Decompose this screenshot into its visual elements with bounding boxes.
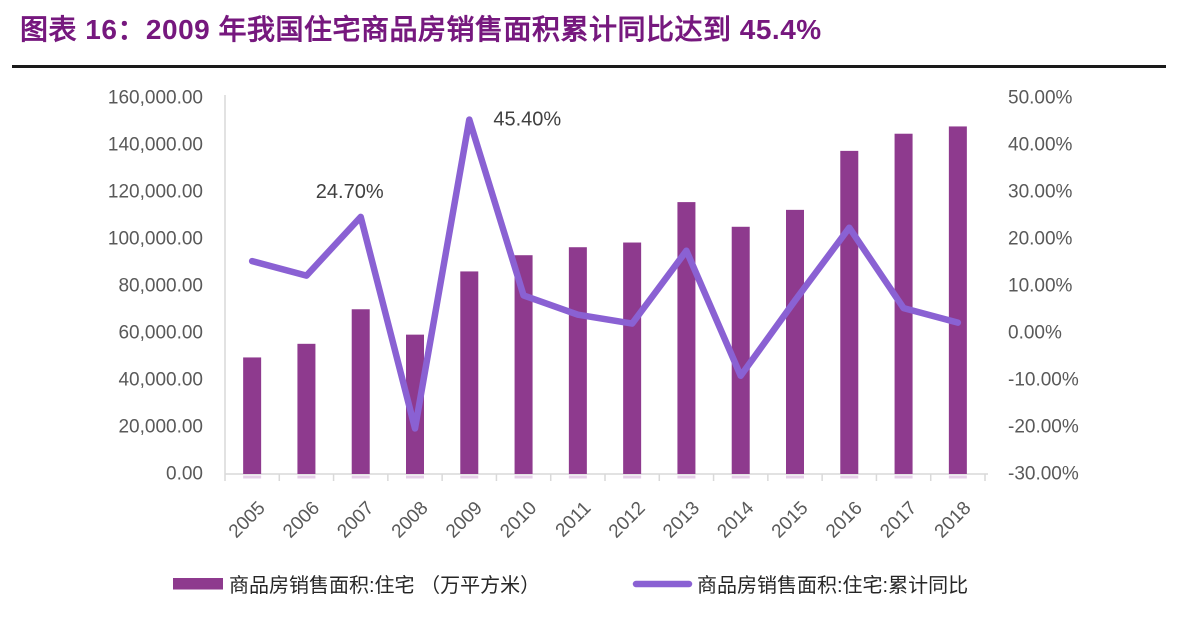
bar-2014 (731, 226, 750, 474)
right-axis-label: 40.00% (1008, 135, 1073, 156)
x-axis-label-2009: 2009 (442, 498, 487, 543)
x-axis-label-2018: 2018 (931, 498, 976, 543)
line-label-2009: 45.40% (493, 109, 561, 131)
x-axis-label-2011: 2011 (552, 498, 596, 542)
bar-base-glow (514, 475, 533, 479)
bar-2007 (351, 309, 370, 474)
bar-base-glow (840, 475, 859, 479)
right-axis-label: -30.00% (1008, 464, 1079, 485)
x-axis-label-2007: 2007 (334, 498, 379, 543)
legend-bar-label: 商品房销售面积:住宅 （万平方米） (229, 574, 540, 597)
x-axis-label-2005: 2005 (225, 498, 270, 543)
title-separator (12, 65, 1166, 68)
bar-2012 (623, 242, 642, 474)
x-axis-label-2014: 2014 (714, 497, 759, 542)
x-axis-label-2006: 2006 (279, 498, 324, 543)
bar-2015 (786, 209, 804, 475)
x-axis-label-2013: 2013 (659, 498, 704, 543)
right-axis-label: 50.00% (1008, 88, 1073, 109)
bar-2016 (840, 150, 859, 474)
bar-base-glow (297, 475, 316, 479)
x-axis-label-2010: 2010 (496, 498, 541, 543)
left-axis-label: 160,000.00 (108, 88, 203, 109)
yoy-line (248, 116, 962, 432)
bar-base-glow (948, 475, 967, 479)
x-axis-label-2015: 2015 (768, 498, 813, 543)
left-axis-label: 80,000.00 (118, 276, 203, 297)
bar-base-glow (406, 475, 424, 479)
bar-2010 (514, 255, 533, 474)
legend-line-label: 商品房销售面积:住宅:累计同比 (697, 574, 968, 597)
left-axis-label: 140,000.00 (108, 135, 203, 156)
line-label-2007: 24.70% (316, 181, 384, 203)
bar-base-glow (786, 475, 804, 479)
bar-base-glow (894, 475, 913, 479)
x-axis-label-2008: 2008 (388, 498, 433, 543)
right-axis-label: 20.00% (1008, 229, 1073, 250)
right-axis-label: 0.00% (1008, 323, 1062, 344)
bar-base-glow (460, 475, 479, 479)
x-axis-label-2017: 2017 (876, 498, 921, 543)
left-axis-label: 120,000.00 (108, 182, 203, 203)
bar-2018 (948, 126, 967, 474)
right-axis-label: 10.00% (1008, 276, 1073, 297)
bar-base-glow (623, 475, 642, 479)
figure-title: 图表 16：2009 年我国住宅商品房销售面积累计同比达到 45.4% (20, 14, 822, 45)
right-axis-label: -10.00% (1008, 370, 1079, 391)
x-axis-label-2012: 2012 (605, 498, 650, 543)
bar-2011 (568, 247, 587, 474)
bar-base-glow (243, 475, 262, 479)
legend-bar-swatch (173, 578, 223, 590)
bar-base-glow (677, 475, 696, 479)
left-axis-label: 60,000.00 (118, 323, 203, 344)
bar-2008 (406, 334, 424, 474)
right-axis-label: 30.00% (1008, 182, 1073, 203)
left-axis-label: 100,000.00 (108, 229, 203, 250)
bar-base-glow (351, 475, 370, 479)
left-axis-label: 20,000.00 (118, 417, 203, 438)
left-axis-label: 40,000.00 (118, 370, 203, 391)
bar-base-glow (731, 475, 750, 479)
bar-base-glow (568, 475, 587, 479)
bar-2009 (460, 271, 479, 474)
right-axis-label: -20.00% (1008, 417, 1079, 438)
left-axis-label: 0.00 (166, 464, 203, 485)
x-axis-label-2016: 2016 (822, 498, 867, 543)
bar-2013 (677, 202, 696, 475)
bar-2005 (243, 357, 262, 474)
bar-2006 (297, 343, 316, 474)
